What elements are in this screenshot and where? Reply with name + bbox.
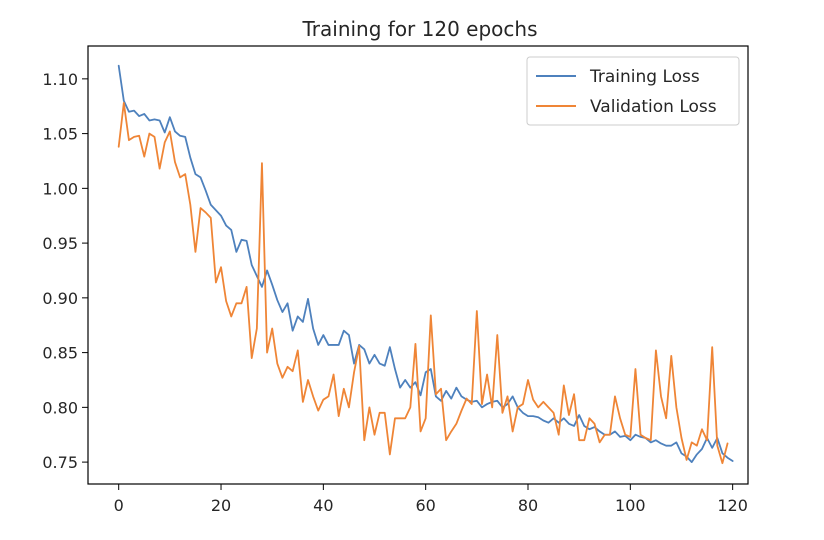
x-tick-label: 20	[211, 496, 231, 515]
chart-title: Training for 120 epochs	[302, 17, 538, 41]
y-tick-label: 1.00	[42, 179, 78, 198]
x-tick-label: 80	[518, 496, 538, 515]
y-tick-label: 0.80	[42, 398, 78, 417]
y-tick-label: 0.75	[42, 453, 78, 472]
series-line-training-loss	[117, 64, 734, 464]
legend-box	[526, 56, 740, 126]
y-tick-label: 1.05	[42, 125, 78, 144]
plot-frame	[87, 45, 749, 485]
y-tick-label: 0.85	[42, 344, 78, 363]
legend: Training Loss Validation Loss	[526, 56, 740, 126]
y-tick-label: 0.90	[42, 289, 78, 308]
y-tick-label: 1.10	[42, 70, 78, 89]
legend-label: Validation Loss	[590, 97, 717, 117]
series-layer	[117, 64, 734, 465]
x-axis: 0 20 40 60 80 100 120	[114, 484, 748, 515]
x-tick-label: 120	[717, 496, 748, 515]
series-line-validation-loss	[117, 102, 729, 465]
y-axis: 0.75 0.80 0.85 0.90 0.95 1.00 1.05 1.10	[42, 70, 88, 472]
y-tick-label: 0.95	[42, 234, 78, 253]
legend-label: Training Loss	[589, 67, 700, 87]
x-tick-label: 40	[313, 496, 333, 515]
x-tick-label: 0	[114, 496, 124, 515]
x-tick-label: 60	[415, 496, 435, 515]
x-tick-label: 100	[615, 496, 646, 515]
